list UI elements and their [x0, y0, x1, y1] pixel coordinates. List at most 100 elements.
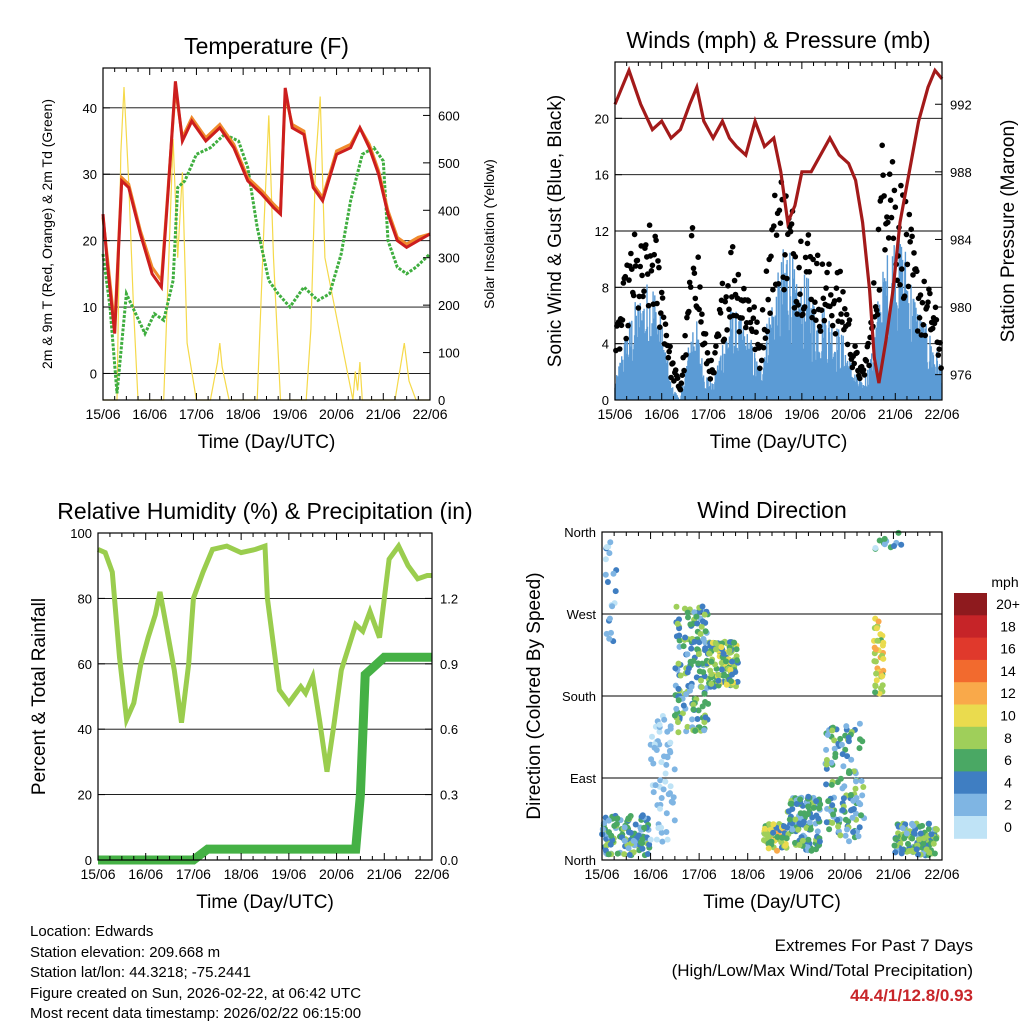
direction-point	[761, 825, 768, 832]
x-tick-label: 15/06	[80, 866, 115, 882]
gust-point	[741, 285, 747, 292]
direction-point	[684, 723, 691, 730]
x-tick-label: 16/06	[132, 406, 167, 422]
gust-point	[635, 305, 642, 311]
direction-point	[728, 678, 735, 685]
direction-point	[855, 833, 862, 840]
gust-point	[759, 307, 766, 313]
direction-point	[872, 545, 879, 551]
direction-point	[774, 834, 781, 840]
direction-point	[692, 727, 699, 734]
direction-point	[837, 735, 844, 742]
direction-point	[873, 677, 880, 684]
direction-point	[856, 720, 863, 727]
gust-point	[860, 367, 867, 373]
chart-title: Relative Humidity (%) & Precipitation (i…	[57, 498, 472, 524]
y2-tick-label: 992	[950, 97, 972, 112]
series-relative-humidity	[96, 541, 432, 773]
direction-point	[895, 529, 902, 536]
gust-point	[754, 319, 760, 326]
direction-point	[605, 851, 612, 858]
gust-point	[920, 322, 927, 328]
direction-point	[606, 550, 613, 557]
gust-point	[758, 357, 765, 364]
gust-point	[810, 256, 816, 263]
gust-point	[894, 277, 900, 284]
direction-point	[920, 840, 927, 847]
direction-point	[607, 841, 614, 848]
gust-point	[818, 307, 825, 314]
y-tick-label: East	[570, 771, 596, 786]
direction-point	[708, 680, 715, 687]
direction-point	[664, 836, 671, 843]
winds-pressure-panel: Winds (mph) & Pressure (mb) 15/06 16/06 17/…	[545, 27, 1019, 453]
gust-point	[909, 233, 915, 240]
gust-point	[623, 335, 629, 342]
gust-point	[691, 270, 698, 277]
direction-point	[693, 674, 700, 681]
direction-point	[880, 655, 887, 662]
extremes-heading: Extremes For Past 7 Days	[774, 936, 973, 955]
gust-point	[814, 260, 820, 267]
direction-point	[792, 839, 798, 846]
y2-tick-label: 0	[438, 393, 445, 408]
direction-point	[783, 835, 790, 842]
direction-point	[639, 845, 646, 852]
y2-tick-label: 400	[438, 203, 460, 218]
x-tick-label: 22/06	[924, 406, 959, 422]
direction-point	[842, 816, 849, 823]
direction-point	[847, 792, 854, 798]
gust-point	[802, 254, 809, 261]
direction-point	[683, 691, 690, 698]
gust-point	[898, 182, 904, 189]
gust-point	[866, 362, 872, 369]
y-tick-label: 100	[70, 526, 92, 541]
direction-point	[614, 850, 621, 857]
direction-point	[663, 829, 670, 835]
direction-point	[860, 784, 867, 790]
x-tick-label: 16/06	[644, 406, 679, 422]
gust-point	[653, 237, 659, 244]
x-tick-label: 15/06	[597, 406, 632, 422]
direction-point	[792, 816, 799, 823]
x-tick-label: 18/06	[224, 866, 259, 882]
y2-tick-label: 0.3	[440, 788, 458, 803]
colorbar-swatch	[954, 704, 987, 728]
gust-point	[663, 332, 670, 339]
direction-point	[925, 826, 932, 832]
direction-point	[931, 850, 938, 857]
gust-point	[812, 299, 818, 306]
x-axis-label: Time (Day/UTC)	[196, 892, 334, 913]
direction-point	[660, 786, 667, 793]
direction-point	[784, 824, 791, 831]
direction-point	[873, 625, 880, 632]
direction-point	[919, 822, 926, 829]
direction-point	[733, 646, 740, 653]
y2-tick-label: 988	[950, 165, 972, 180]
gust-point	[905, 283, 912, 290]
x-tick-label: 20/06	[319, 406, 354, 422]
direction-point	[673, 603, 680, 610]
direction-point	[825, 798, 832, 805]
direction-point	[842, 832, 849, 839]
gust-point	[899, 266, 905, 272]
gust-point	[641, 288, 647, 295]
direction-point	[666, 747, 673, 754]
gust-point	[914, 268, 920, 275]
gust-point	[829, 322, 836, 329]
figure-created: Figure created on Sun, 2026-02-22, at 06…	[30, 984, 362, 1002]
direction-point	[702, 714, 709, 721]
gust-point	[814, 252, 821, 259]
direction-point	[685, 665, 692, 672]
y2-tick-label: 0.9	[440, 657, 458, 672]
gust-point	[739, 315, 745, 321]
direction-point	[679, 710, 686, 717]
direction-point	[675, 685, 682, 692]
gust-point	[885, 219, 891, 226]
gust-point	[660, 314, 667, 321]
direction-point	[831, 745, 838, 752]
gust-point	[736, 328, 743, 335]
direction-point	[605, 817, 612, 824]
direction-point	[789, 826, 796, 833]
direction-point	[779, 834, 785, 841]
